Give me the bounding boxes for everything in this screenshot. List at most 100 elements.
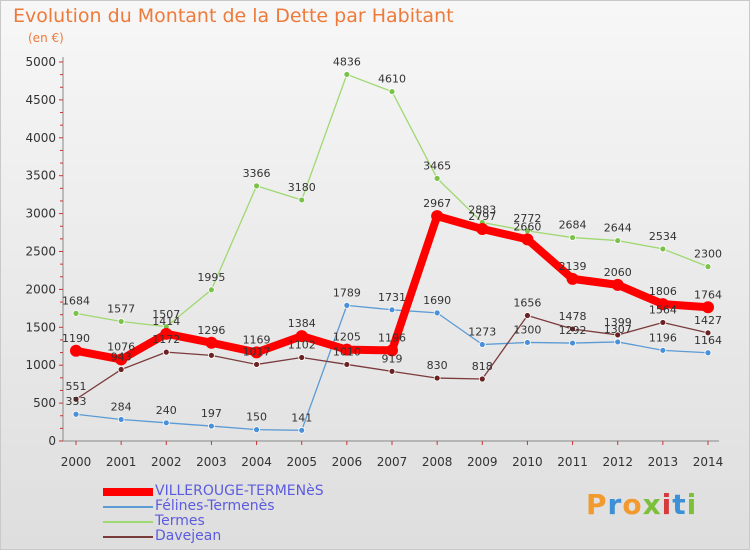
data-label: 1764 bbox=[694, 288, 722, 301]
y-tick-label: 1000 bbox=[25, 358, 56, 372]
data-label: 2797 bbox=[468, 210, 496, 223]
data-label: 1427 bbox=[694, 314, 722, 327]
data-point bbox=[343, 71, 351, 78]
data-point bbox=[478, 375, 486, 383]
logo-letter: i bbox=[686, 488, 698, 521]
data-label: 1102 bbox=[288, 338, 316, 351]
data-label: 2300 bbox=[694, 248, 722, 261]
data-label: 830 bbox=[427, 359, 448, 372]
data-label: 1273 bbox=[468, 326, 496, 339]
data-point bbox=[253, 182, 260, 190]
data-point bbox=[476, 222, 489, 235]
data-point bbox=[702, 301, 714, 314]
data-point bbox=[388, 306, 396, 314]
data-point bbox=[569, 325, 576, 333]
data-point bbox=[659, 346, 667, 354]
data-label: 353 bbox=[66, 395, 87, 408]
legend-label-termes: Termes bbox=[155, 513, 205, 529]
x-tick-label: 2006 bbox=[332, 455, 363, 469]
data-point bbox=[569, 234, 576, 241]
data-point bbox=[253, 361, 260, 368]
data-point bbox=[524, 339, 531, 346]
data-label: 1010 bbox=[333, 345, 361, 358]
data-point bbox=[160, 327, 173, 340]
data-label: 1564 bbox=[649, 303, 677, 316]
data-point bbox=[115, 353, 128, 366]
x-tick-label: 2003 bbox=[196, 455, 227, 469]
data-label: 141 bbox=[291, 411, 312, 424]
data-label: 284 bbox=[111, 400, 132, 413]
y-tick-label: 500 bbox=[33, 396, 56, 410]
data-point bbox=[162, 419, 170, 427]
chart-title: Evolution du Montant de la Dette par Hab… bbox=[13, 5, 454, 27]
data-point bbox=[253, 426, 260, 434]
data-point bbox=[72, 410, 80, 418]
data-point bbox=[208, 422, 215, 430]
logo-letter: P bbox=[586, 488, 608, 521]
y-tick-label: 5000 bbox=[25, 55, 56, 69]
data-point bbox=[343, 361, 351, 368]
data-point bbox=[704, 263, 712, 271]
data-point bbox=[117, 366, 125, 373]
data-label: 1806 bbox=[649, 285, 677, 298]
data-point bbox=[704, 349, 712, 357]
data-point bbox=[614, 338, 622, 346]
data-point bbox=[298, 354, 306, 361]
x-tick-label: 2010 bbox=[512, 455, 543, 469]
data-label: 1384 bbox=[288, 317, 316, 330]
data-label: 1307 bbox=[604, 323, 632, 336]
y-tick-label: 3000 bbox=[25, 207, 56, 221]
x-tick-label: 2013 bbox=[648, 455, 679, 469]
data-point bbox=[524, 312, 531, 319]
data-label: 197 bbox=[201, 407, 222, 420]
data-point bbox=[614, 331, 622, 339]
x-tick-label: 2011 bbox=[557, 455, 588, 469]
data-label: 1731 bbox=[378, 291, 406, 304]
data-point bbox=[656, 298, 669, 311]
data-point bbox=[208, 351, 215, 359]
series-line bbox=[75, 73, 709, 328]
data-label: 2660 bbox=[513, 220, 541, 233]
data-label: 3465 bbox=[423, 159, 451, 172]
data-label: 1196 bbox=[649, 331, 677, 344]
x-tick-label: 2004 bbox=[241, 455, 272, 469]
data-label: 1164 bbox=[694, 334, 722, 347]
y-tick-label: 2500 bbox=[25, 245, 56, 259]
data-label: 1196 bbox=[378, 331, 406, 344]
y-tick-label: 2000 bbox=[25, 282, 56, 296]
data-label: 2883 bbox=[468, 203, 496, 216]
legend-swatch-termes bbox=[103, 521, 153, 523]
data-point bbox=[388, 88, 396, 95]
data-label: 4610 bbox=[378, 73, 406, 86]
proxiti-logo: Proxiti bbox=[586, 488, 697, 521]
data-point bbox=[70, 344, 82, 357]
data-label: 1995 bbox=[197, 271, 225, 284]
data-label: 1789 bbox=[333, 286, 361, 299]
legend-label-davejean: Davejean bbox=[155, 528, 222, 544]
data-point bbox=[569, 339, 576, 347]
data-label: 1300 bbox=[513, 323, 541, 336]
data-label: 1172 bbox=[152, 333, 180, 346]
y-tick-label: 4000 bbox=[25, 131, 56, 145]
data-point bbox=[433, 309, 441, 317]
data-label: 551 bbox=[66, 380, 87, 393]
x-tick-label: 2005 bbox=[286, 455, 317, 469]
unit-label: (en €) bbox=[28, 31, 64, 45]
data-point bbox=[521, 233, 534, 246]
data-label: 1690 bbox=[423, 294, 451, 307]
data-point bbox=[433, 374, 441, 382]
data-label: 818 bbox=[472, 360, 493, 373]
data-label: 2534 bbox=[649, 230, 677, 243]
data-label: 3180 bbox=[288, 181, 316, 194]
data-point bbox=[205, 336, 218, 349]
data-label: 150 bbox=[246, 411, 267, 424]
data-point bbox=[250, 346, 263, 359]
data-label: 1190 bbox=[62, 332, 90, 345]
data-point bbox=[431, 210, 444, 223]
data-label: 1076 bbox=[107, 340, 135, 353]
data-label: 1656 bbox=[513, 296, 541, 309]
data-point bbox=[117, 318, 125, 325]
legend-swatch-davejean bbox=[103, 536, 153, 538]
